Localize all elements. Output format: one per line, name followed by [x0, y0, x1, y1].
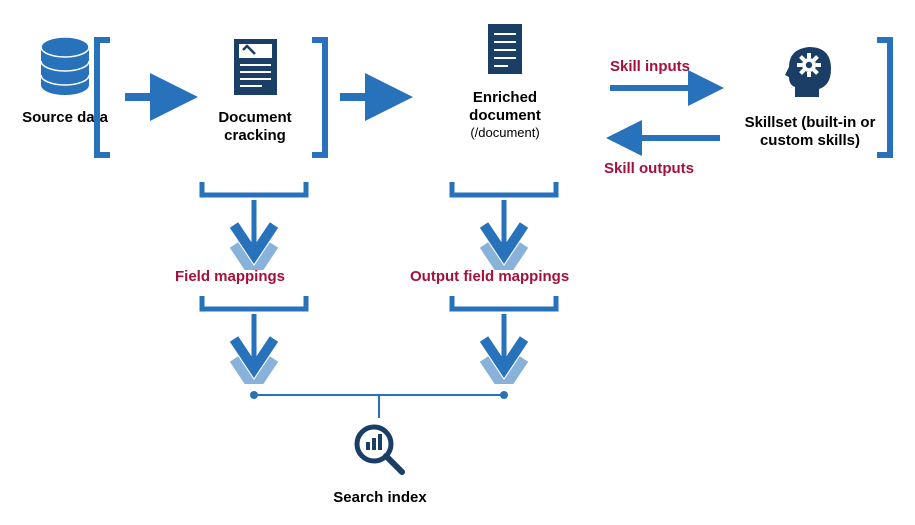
bracket-crack-down2 [202, 296, 306, 309]
connector-dot-right [500, 391, 508, 399]
bracket-crack-close [312, 40, 325, 155]
bracket-crack-down [202, 182, 306, 195]
bracket-enrich-down [452, 182, 556, 195]
diagram-overlay [0, 0, 915, 525]
bracket-source-open [97, 40, 110, 155]
bracket-skill-close [877, 40, 890, 155]
bracket-enrich-down2 [452, 296, 556, 309]
connector-dot-left [250, 391, 258, 399]
